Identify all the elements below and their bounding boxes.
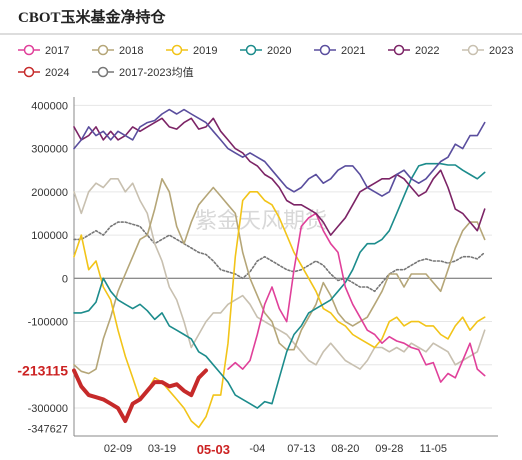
legend-swatch-marker <box>245 44 257 56</box>
legend-swatch-marker <box>97 44 109 56</box>
chart-title: CBOT玉米基金净持仓 <box>18 8 167 26</box>
legend-entry-2023[interactable]: 2023 <box>489 45 513 57</box>
legend-entry-2024[interactable]: 2024 <box>45 67 69 79</box>
y-tick-label: -100000 <box>28 317 68 329</box>
grid <box>73 97 498 437</box>
series-line-2017-2023均值 <box>73 221 486 293</box>
y-tick-label: -300000 <box>28 403 68 415</box>
legend-swatch-marker <box>319 44 331 56</box>
y-tick-label: 300000 <box>31 144 68 156</box>
y-tick-label: 400000 <box>31 100 68 112</box>
series-line-2024 <box>72 368 208 423</box>
series-line-2018 <box>73 178 486 375</box>
legend-entry-2020[interactable]: 2020 <box>267 45 291 57</box>
legend-swatch-marker <box>23 44 35 56</box>
x-tick-label: 08-20 <box>331 443 359 455</box>
legend-entry-2018[interactable]: 2018 <box>119 45 143 57</box>
legend-swatch-marker <box>97 66 109 78</box>
x-tick-label: 11-05 <box>420 443 447 455</box>
series-line-2017 <box>227 212 486 383</box>
series-line-2023 <box>73 178 486 370</box>
legend-entry-2017-2023均值[interactable]: 2017-2023均值 <box>119 66 194 79</box>
y-tick-label: 100000 <box>31 230 68 242</box>
legend-swatch-marker <box>393 44 405 56</box>
y-tick-label: 200000 <box>31 187 68 199</box>
series-layer <box>72 108 486 429</box>
min-value-label: -347627 <box>28 424 68 436</box>
series-line-2020 <box>73 162 486 409</box>
x-tick-label: -04 <box>249 443 265 455</box>
watermark: 紫金天风期货 <box>195 208 327 233</box>
legend: 2017 2018 2019 2020 2021 2022 2023 2024 2017-202… <box>18 44 513 79</box>
legend-entry-2021[interactable]: 2021 <box>341 45 365 57</box>
x-tick-label: 03-19 <box>148 443 176 455</box>
y-tick-label: 0 <box>62 273 68 285</box>
legend-entry-2022[interactable]: 2022 <box>415 45 439 57</box>
x-tick-label: 02-09 <box>104 443 132 455</box>
legend-swatch-marker <box>467 44 479 56</box>
legend-entry-2017[interactable]: 2017 <box>45 45 69 57</box>
legend-swatch-marker <box>23 66 35 78</box>
x-axis: 02-09 03-19 05-03 -04 07-13 08-20 09-28 11-05 <box>104 442 447 457</box>
current-value-label: -213115 <box>17 362 68 378</box>
series-line-2022 <box>73 117 486 236</box>
current-value-box <box>2 360 72 381</box>
series-line-2021 <box>73 108 486 197</box>
x-tick-label: 09-28 <box>375 443 403 455</box>
y-axis: 4000003000002000001000000-100000-200000-… <box>2 100 72 436</box>
x-tick-label: 05-03 <box>197 442 230 457</box>
x-tick-label: 07-13 <box>287 443 315 455</box>
legend-swatch-marker <box>171 44 183 56</box>
legend-entry-2019[interactable]: 2019 <box>193 45 217 57</box>
